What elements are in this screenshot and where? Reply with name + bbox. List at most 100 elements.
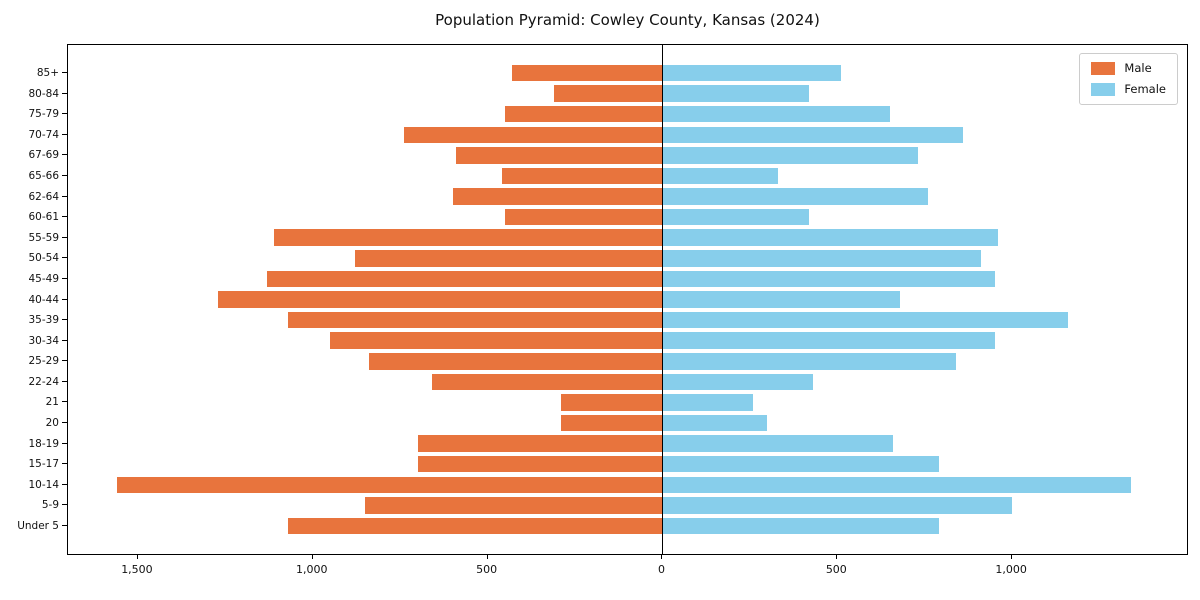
y-axis-tick xyxy=(62,195,67,197)
x-axis-tick xyxy=(136,554,138,559)
y-axis-label-45-49: 45-49 xyxy=(28,272,59,285)
y-axis-label-85+: 85+ xyxy=(36,67,59,79)
y-axis-label-21: 21 xyxy=(45,396,59,409)
y-axis-tick xyxy=(62,133,67,135)
legend: Male Female xyxy=(1079,53,1178,105)
x-axis-label-500: 500 xyxy=(825,563,847,576)
bar-male-50-54 xyxy=(354,250,663,267)
bar-male-67-69 xyxy=(456,147,663,164)
x-axis-label-1,000: 1,000 xyxy=(296,563,328,576)
bar-male-30-34 xyxy=(330,332,663,349)
x-axis-tick xyxy=(486,554,488,559)
bar-female-67-69 xyxy=(662,147,918,164)
y-axis-label-62-64: 62-64 xyxy=(28,190,59,203)
bar-male-60-61 xyxy=(505,208,663,226)
y-axis-tick xyxy=(62,483,67,485)
legend-item-female: Female xyxy=(1091,83,1166,96)
bar-female-30-34 xyxy=(662,332,995,349)
x-axis-label-0: 0 xyxy=(657,563,665,576)
y-axis-label-20: 20 xyxy=(45,417,59,430)
y-axis-tick xyxy=(62,174,67,176)
y-axis-label-30-34: 30-34 xyxy=(28,334,59,347)
y-axis-tick xyxy=(62,236,67,238)
y-axis-tick xyxy=(62,339,67,341)
y-axis-tick xyxy=(62,504,67,506)
bar-male-70-74 xyxy=(403,126,663,143)
bar-female-45-49 xyxy=(662,270,995,288)
y-axis-label-75-79: 75-79 xyxy=(28,108,59,121)
y-axis-tick xyxy=(62,72,67,73)
bar-female-10-14 xyxy=(662,476,1132,494)
y-axis-tick xyxy=(62,422,67,424)
bar-male-65-66 xyxy=(501,167,663,185)
bar-female-85+ xyxy=(662,64,841,82)
y-axis-tick xyxy=(62,92,67,94)
y-axis-label-80-84: 80-84 xyxy=(28,87,59,100)
bar-male-Under 5 xyxy=(288,517,663,535)
legend-label-female: Female xyxy=(1124,81,1166,96)
y-axis-label-65-66: 65-66 xyxy=(28,169,59,182)
y-axis-label-50-54: 50-54 xyxy=(28,252,59,265)
bar-female-22-24 xyxy=(662,373,813,391)
x-axis-label-500: 500 xyxy=(476,563,498,576)
x-axis-tick xyxy=(836,554,838,559)
y-axis-label-70-74: 70-74 xyxy=(28,128,59,141)
y-axis-label-55-59: 55-59 xyxy=(28,231,59,244)
legend-label-male: Male xyxy=(1124,60,1152,75)
bar-female-55-59 xyxy=(662,229,999,246)
y-axis-tick xyxy=(62,442,67,444)
bar-female-18-19 xyxy=(662,435,894,452)
bar-male-55-59 xyxy=(274,229,663,246)
bar-male-18-19 xyxy=(417,435,663,452)
bar-male-10-14 xyxy=(116,476,663,494)
y-axis-tick xyxy=(62,319,67,321)
bar-female-20 xyxy=(662,414,768,432)
x-axis-label-1,000: 1,000 xyxy=(995,563,1027,576)
bar-female-70-74 xyxy=(662,126,964,143)
bar-female-21 xyxy=(662,394,754,411)
y-axis-tick xyxy=(62,298,67,300)
bar-female-50-54 xyxy=(662,250,981,267)
bar-female-5-9 xyxy=(662,497,1013,514)
y-axis-tick xyxy=(62,360,67,362)
y-axis-label-22-24: 22-24 xyxy=(28,375,59,388)
bar-female-40-44 xyxy=(662,291,901,308)
x-axis-tick xyxy=(311,554,313,559)
bar-male-85+ xyxy=(512,64,663,82)
bar-male-21 xyxy=(561,394,663,411)
y-axis-label-Under 5: Under 5 xyxy=(17,520,59,532)
bar-male-20 xyxy=(561,414,663,432)
y-axis-label-67-69: 67-69 xyxy=(28,149,59,162)
y-axis-label-10-14: 10-14 xyxy=(28,478,59,491)
bar-female-80-84 xyxy=(662,85,810,102)
bar-female-62-64 xyxy=(662,188,929,205)
zero-axis-line xyxy=(661,45,664,554)
bar-male-40-44 xyxy=(218,291,663,308)
bar-male-35-39 xyxy=(288,311,663,329)
y-axis-label-18-19: 18-19 xyxy=(28,437,59,450)
y-axis-tick xyxy=(62,463,67,465)
bar-male-25-29 xyxy=(368,353,663,370)
bar-female-35-39 xyxy=(662,311,1069,329)
y-axis-label-35-39: 35-39 xyxy=(28,314,59,327)
chart-title: Population Pyramid: Cowley County, Kansa… xyxy=(435,11,820,29)
bar-male-45-49 xyxy=(267,270,663,288)
y-axis-tick xyxy=(62,380,67,382)
y-axis-label-60-61: 60-61 xyxy=(28,211,59,224)
legend-swatch-male xyxy=(1091,62,1116,75)
bar-female-15-17 xyxy=(662,455,939,473)
legend-item-male: Male xyxy=(1091,62,1166,75)
bar-male-62-64 xyxy=(452,188,663,205)
y-axis-label-5-9: 5-9 xyxy=(41,499,59,512)
bar-male-80-84 xyxy=(554,85,663,102)
y-axis-tick xyxy=(62,401,67,403)
plot-area: Male Female xyxy=(67,44,1188,555)
x-axis-tick xyxy=(1011,554,1013,559)
bar-female-Under 5 xyxy=(662,517,939,535)
bar-male-22-24 xyxy=(431,373,663,391)
y-axis-label-15-17: 15-17 xyxy=(28,458,59,471)
bar-male-75-79 xyxy=(505,105,663,123)
x-axis-tick xyxy=(661,554,663,559)
y-axis-label-40-44: 40-44 xyxy=(28,293,59,306)
bar-male-15-17 xyxy=(417,455,663,473)
